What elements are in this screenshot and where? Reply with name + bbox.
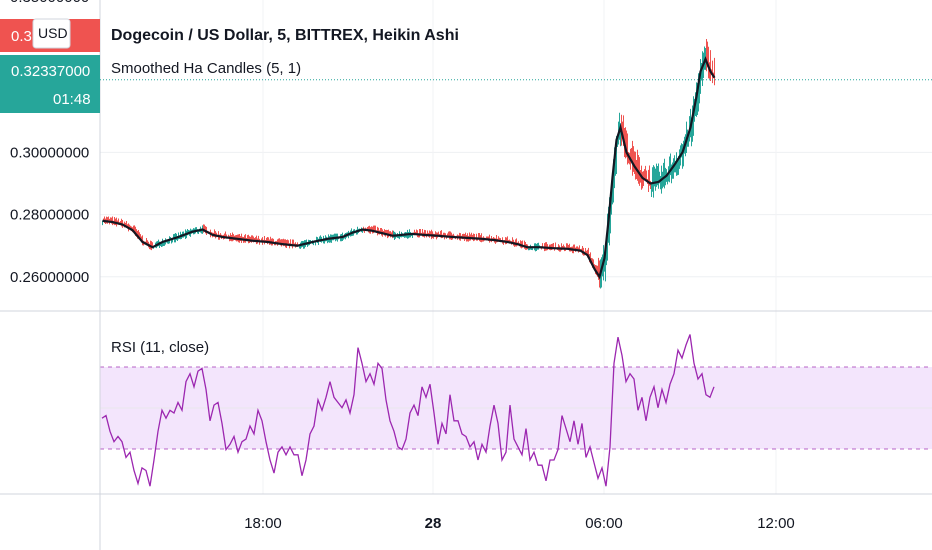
currency-badge[interactable] <box>32 18 71 49</box>
price-tick-label: 0.35000000 <box>10 0 89 6</box>
time-tick-label: 12:00 <box>757 515 795 532</box>
currency-label: USD <box>38 25 68 41</box>
current-price-label: 0.32337000 <box>11 63 90 80</box>
indicator-legend[interactable]: Smoothed Ha Candles (5, 1) <box>111 60 301 77</box>
bar-countdown-label: 01:48 <box>53 91 91 108</box>
symbol-title[interactable]: Dogecoin / US Dollar, 5, BITTREX, Heikin… <box>111 27 459 44</box>
price-tick-label: 0.30000000 <box>10 144 89 161</box>
smoothed-ha-line <box>102 56 716 280</box>
price-axis[interactable]: 0.35000000 0.30000000 0.28000000 0.26000000 <box>10 0 89 286</box>
time-tick-label: 28 <box>425 515 442 532</box>
rsi-legend[interactable]: RSI (11, close) <box>111 339 209 356</box>
time-tick-label: 18:00 <box>244 515 282 532</box>
time-tick-label: 06:00 <box>585 515 623 532</box>
time-axis[interactable]: 18:00 28 06:00 12:00 <box>244 515 795 532</box>
price-tick-label: 0.28000000 <box>10 207 89 224</box>
current-price-marker <box>0 55 100 113</box>
price-tick-label: 0.26000000 <box>10 269 89 286</box>
rsi-series-line <box>101 334 715 487</box>
